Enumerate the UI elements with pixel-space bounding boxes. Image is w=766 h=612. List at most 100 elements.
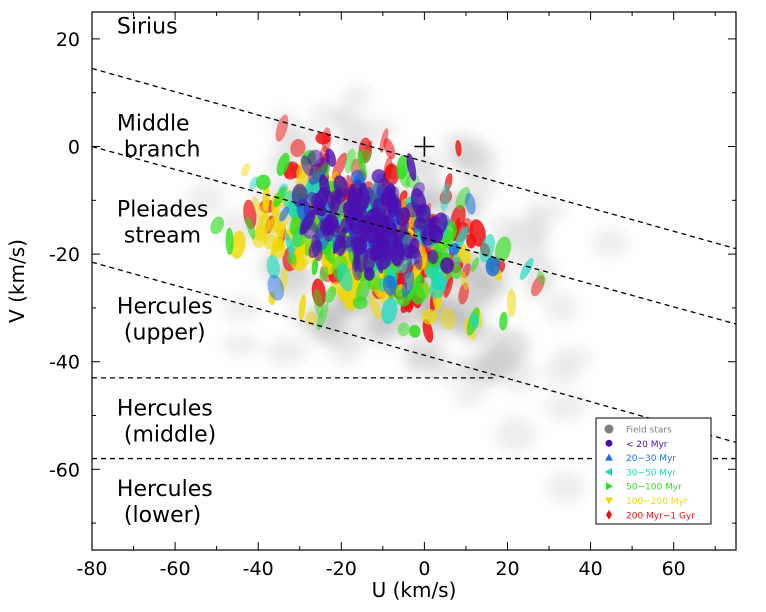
x-tick-label: -40	[243, 558, 274, 580]
data-point	[255, 174, 271, 190]
data-point	[316, 303, 329, 331]
data-point	[479, 233, 495, 263]
data-point	[470, 313, 480, 329]
data-point	[424, 266, 438, 279]
data-point	[406, 153, 417, 182]
x-tick-label: -60	[160, 558, 191, 580]
data-point	[506, 288, 517, 318]
data-point	[249, 176, 259, 190]
field-star-point	[591, 227, 630, 258]
x-tick-label: -20	[326, 558, 357, 580]
legend-marker-triangle-up	[605, 453, 613, 461]
y-tick-label: 0	[68, 137, 80, 159]
region-label: Hercules (middle)	[117, 397, 216, 448]
region-labels: Sirius Middle branch Pleiades stream Hercul…	[117, 15, 216, 529]
field-star-point	[494, 416, 537, 453]
data-point	[397, 166, 411, 188]
x-tick-label: -80	[76, 558, 107, 580]
region-label-line: Middle	[117, 111, 190, 136]
boundary-line	[92, 67, 736, 250]
data-point	[261, 200, 270, 221]
region-label-line: Hercules	[117, 397, 213, 422]
data-point	[464, 192, 476, 215]
x-tick-label: 20	[495, 558, 519, 580]
data-point	[291, 183, 308, 208]
region-label-line: Pleiades	[117, 197, 208, 222]
plot-frame	[91, 11, 737, 551]
data-point	[383, 138, 396, 160]
data-point	[440, 257, 454, 274]
field-star-point	[472, 357, 505, 387]
data-point	[389, 237, 405, 267]
data-point	[519, 257, 534, 280]
data-point	[334, 186, 341, 204]
data-point	[499, 311, 508, 331]
field-star-point	[518, 236, 550, 269]
y-tick-label: 20	[56, 29, 80, 51]
data-point	[311, 278, 326, 307]
data-point	[439, 189, 452, 205]
y-tick-label: -20	[49, 244, 80, 266]
data-point	[531, 275, 545, 297]
region-label: Sirius	[117, 15, 178, 40]
data-point	[494, 236, 512, 262]
data-point	[421, 308, 438, 325]
legend-label: < 20 Myr	[626, 440, 668, 450]
data-point	[444, 173, 453, 191]
data-point	[401, 271, 415, 298]
data-points-layer	[210, 114, 546, 343]
data-point	[275, 114, 289, 142]
data-point	[371, 169, 386, 184]
legend-label: 20−30 Myr	[626, 454, 676, 464]
data-point	[428, 282, 444, 299]
data-point	[421, 219, 435, 244]
axis-ticks: -80 -60 -40 -20 0 20 40 60 -60 -40 -20 0 20	[49, 12, 736, 580]
data-point	[279, 206, 290, 222]
field-star-point	[186, 182, 226, 217]
data-point	[369, 294, 381, 320]
field-star-point	[489, 214, 525, 242]
region-label-line: stream	[117, 223, 201, 248]
region-label: Hercules (upper)	[117, 294, 213, 345]
data-point	[286, 252, 297, 265]
data-point	[355, 275, 371, 303]
data-point	[319, 266, 329, 282]
data-point	[387, 197, 402, 217]
region-label-line: (middle)	[117, 423, 216, 448]
y-axis-label: V (km/s)	[5, 239, 29, 323]
legend-marker-circle	[604, 424, 614, 434]
boundary-line	[92, 145, 736, 325]
data-point	[336, 262, 353, 292]
data-point	[266, 255, 280, 279]
y-tick-label: -40	[49, 352, 80, 374]
field-star-point	[332, 108, 365, 134]
data-point	[252, 196, 265, 224]
data-point	[381, 297, 398, 325]
legend-box	[595, 417, 712, 525]
legend-label: 100−200 Myr	[626, 497, 688, 507]
field-star-point	[543, 392, 588, 421]
data-point	[321, 127, 332, 153]
data-point	[350, 169, 365, 186]
data-point	[440, 307, 456, 330]
region-label-line: (lower)	[117, 503, 201, 528]
data-point	[326, 190, 335, 210]
data-point	[298, 294, 306, 321]
x-tick-label: 0	[418, 558, 430, 580]
data-point	[355, 206, 368, 232]
data-point	[322, 220, 335, 242]
data-point	[397, 322, 410, 337]
data-point	[311, 234, 323, 262]
data-point	[225, 227, 234, 256]
field-star-point	[409, 156, 446, 182]
data-point	[385, 163, 398, 180]
legend-label: 200 Myr−1 Gyr	[626, 511, 695, 521]
data-point	[268, 291, 276, 305]
region-label: Middle branch	[117, 111, 200, 162]
region-label-line: Sirius	[117, 15, 178, 40]
legend-label: Field stars	[626, 426, 672, 436]
data-point	[315, 131, 331, 145]
data-point	[414, 216, 426, 230]
legend-marker-triangle-right	[606, 482, 613, 491]
data-point	[355, 246, 369, 273]
